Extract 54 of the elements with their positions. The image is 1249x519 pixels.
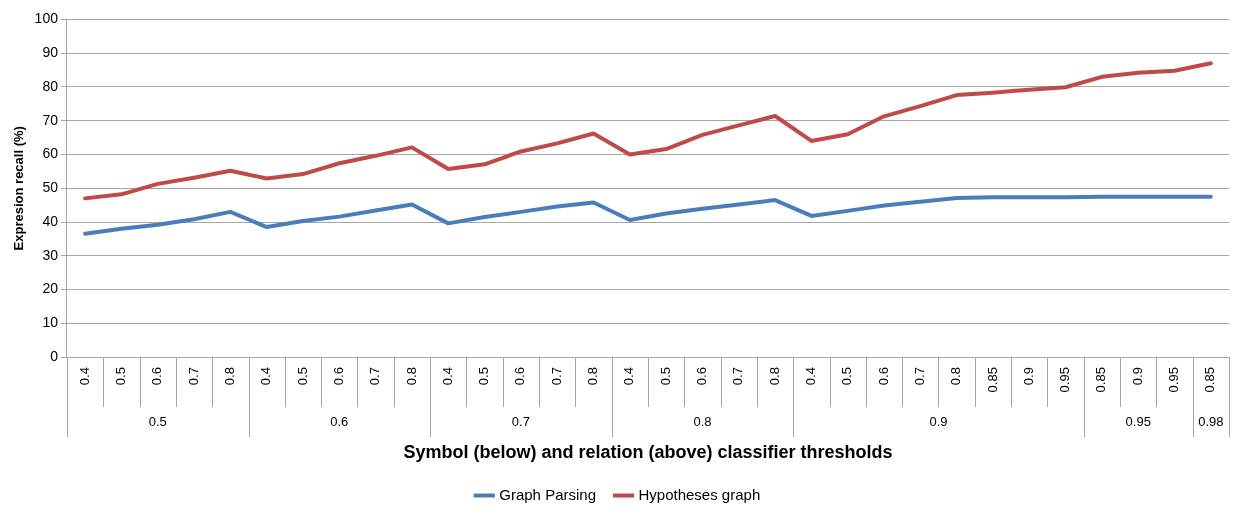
x-tick-label: 0.8 <box>585 367 601 386</box>
x-tick-label: 0.4 <box>621 367 637 386</box>
x-tick-label: 0.6 <box>149 367 165 386</box>
x-tick-label: 0.6 <box>512 367 528 386</box>
x-tick-label: 0.8 <box>948 367 964 386</box>
x-tick-label: 0.4 <box>76 367 92 386</box>
x-tick-label: 0.5 <box>839 367 855 386</box>
text: 0.9 <box>929 413 948 429</box>
text: 0.7 <box>511 413 530 429</box>
y-tick-label: 70 <box>42 111 59 128</box>
x-tick-label: 0.7 <box>367 367 383 386</box>
y-axis-title: Expresion recall (%) <box>11 126 27 251</box>
y-tick-label: 20 <box>42 280 59 297</box>
x-tick-label: 0.9 <box>1129 367 1145 386</box>
legend-label: Graph Parsing <box>499 485 596 503</box>
x-tick-label: 0.8 <box>403 367 419 386</box>
text: 0.8 <box>693 413 712 429</box>
x-tick-label: 0.5 <box>294 367 310 386</box>
x-tick-label: 0.95 <box>1057 367 1073 393</box>
x-tick-label: 0.7 <box>185 367 201 386</box>
x-tick-label: 0.4 <box>439 367 455 386</box>
text: 0.98 <box>1198 413 1224 429</box>
text: 0.95 <box>1125 413 1151 429</box>
y-tick-label: 50 <box>42 179 59 196</box>
y-tick-label: 10 <box>42 314 59 331</box>
y-tick-label: 30 <box>42 246 59 263</box>
text: 0.6 <box>330 413 349 429</box>
y-tick-label: 0 <box>50 347 59 364</box>
y-tick-label: 80 <box>42 77 59 94</box>
legend-label: Hypotheses graph <box>638 485 761 503</box>
x-tick-label: 0.7 <box>548 367 564 386</box>
x-tick-label: 0.6 <box>330 367 346 386</box>
x-tick-label: 0.85 <box>1202 367 1218 393</box>
x-tick-label: 0.8 <box>766 367 782 386</box>
x-tick-label: 0.5 <box>657 367 673 386</box>
x-tick-label: 0.6 <box>875 367 891 386</box>
x-tick-label: 0.85 <box>1093 367 1109 393</box>
x-tick-label: 0.4 <box>258 367 274 386</box>
y-tick-label: 100 <box>34 10 59 27</box>
y-tick-label: 60 <box>42 145 59 162</box>
x-tick-label: 0.9 <box>1020 367 1036 386</box>
x-tick-label: 0.7 <box>730 367 746 386</box>
y-tick-label: 40 <box>42 212 59 229</box>
x-tick-label: 0.8 <box>221 367 237 386</box>
x-tick-label: 0.85 <box>984 367 1000 393</box>
x-axis-title: Symbol (below) and relation (above) classifier thresholds <box>403 442 893 463</box>
text: 0.5 <box>148 413 167 429</box>
x-tick-label: 0.6 <box>694 367 710 386</box>
x-tick-label: 0.5 <box>476 367 492 386</box>
x-tick-label: 0.5 <box>113 367 129 386</box>
x-tick-label: 0.95 <box>1166 367 1182 393</box>
x-tick-label: 0.4 <box>802 367 818 386</box>
x-tick-label: 0.7 <box>911 367 927 386</box>
y-tick-label: 90 <box>42 44 59 61</box>
